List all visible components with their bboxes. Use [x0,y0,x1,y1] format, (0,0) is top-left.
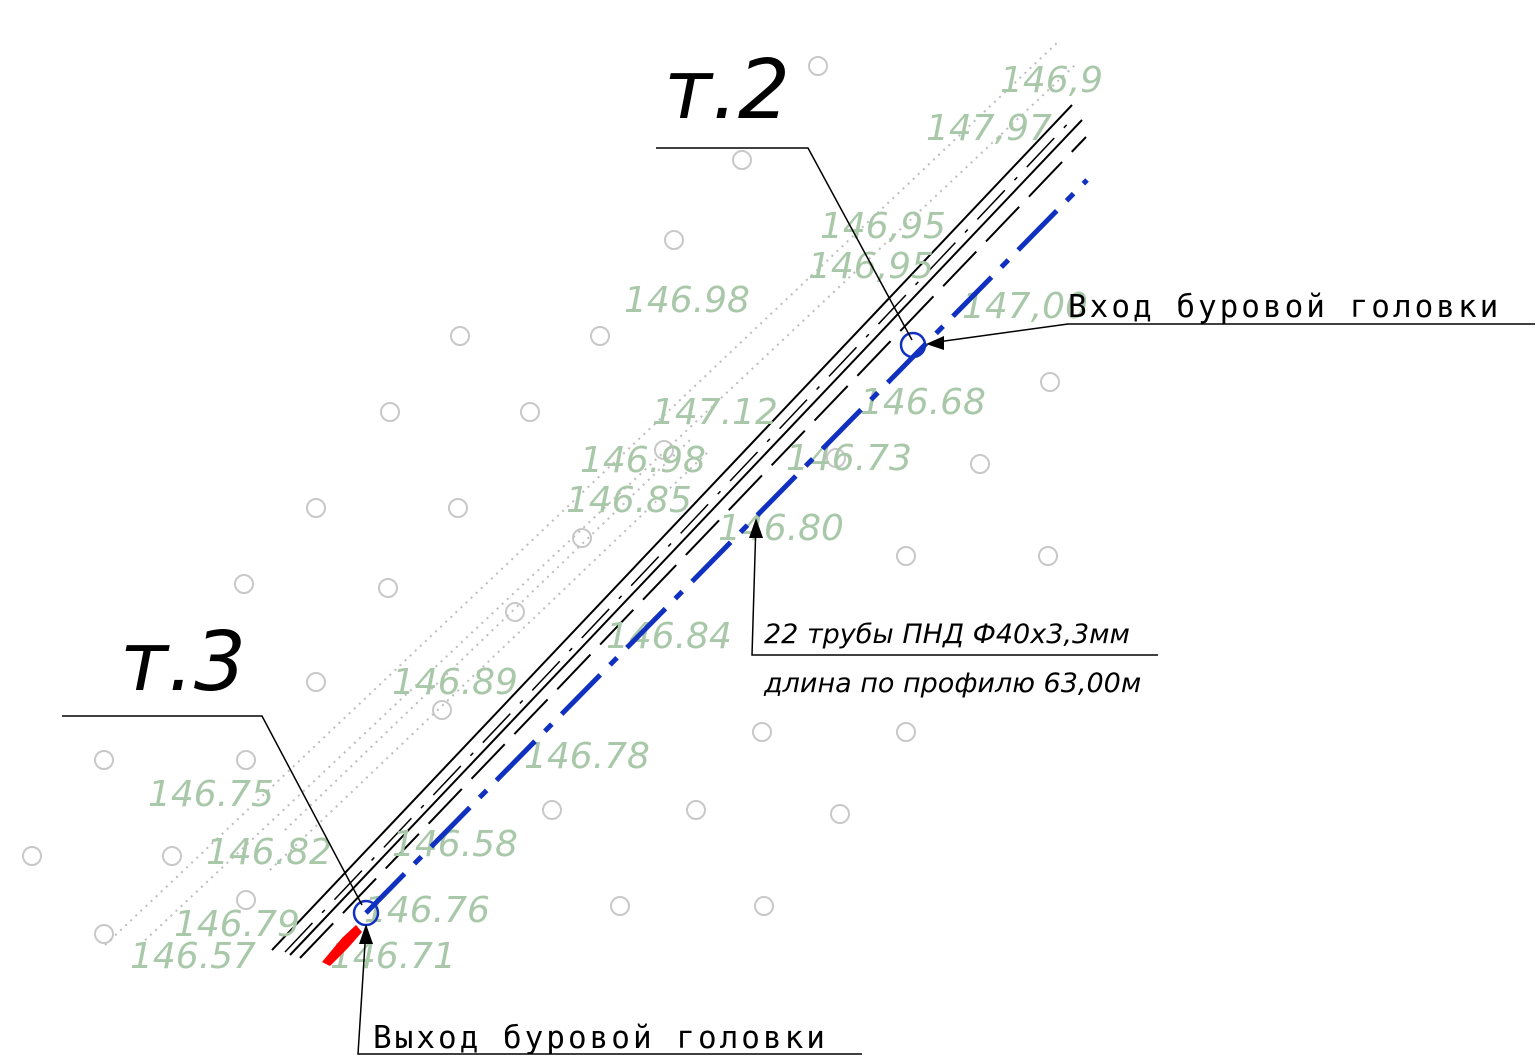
elevation-label: 146.89 [392,662,518,703]
elevation-label: 146,95 [808,246,934,287]
entry-point-circle [899,331,927,359]
point-label-t2: т.2 [664,43,790,138]
entry-callout-leader [929,323,1535,344]
pipe-note-leader [751,521,1158,656]
survey-circle [306,498,326,518]
elevation-label: 146.98 [580,440,706,481]
entry-arrowhead [926,336,944,350]
elevation-label: 146.80 [718,508,844,549]
exit-arrowhead [359,924,373,944]
survey-circle [1040,372,1060,392]
survey-circle [94,924,114,944]
survey-circle [826,448,846,468]
pipe-note-arrowhead [749,518,763,538]
survey-circle [830,804,850,824]
exit-marker-red [322,925,362,966]
survey-circle [752,722,772,742]
elevation-label: 146.73 [786,438,912,479]
elevation-label: 146.78 [524,736,650,777]
survey-circle [236,750,256,770]
elevation-label: 146.82 [206,832,332,873]
survey-circle [654,440,674,460]
elevation-label: 146.57 [130,936,256,977]
survey-circle [306,672,326,692]
survey-circle [610,896,630,916]
elevation-label: 147,00 [962,286,1088,327]
survey-circle [380,402,400,422]
survey-circle [1038,546,1058,566]
leader-t2 [656,147,913,341]
survey-circle [808,56,828,76]
elevation-label: 146.84 [606,616,732,657]
survey-point-markers [22,56,1060,944]
survey-circle [378,578,398,598]
elevation-label: 146.68 [860,382,986,423]
elevation-label: 146,9 [1000,60,1103,101]
survey-circle [234,574,254,594]
point-label-t3: т.3 [120,615,246,710]
elevation-label: 147,97 [926,108,1052,149]
survey-circle [432,700,452,720]
survey-circle [732,150,752,170]
pipe-note-line1: 22 трубы ПНД Ф40х3,3мм [764,619,1130,650]
exit-callout-text: Выход буровой головки [373,1020,828,1056]
elevation-label: 146.75 [148,774,274,815]
survey-circle [970,454,990,474]
trench-edge-lines [271,104,1087,959]
elevation-label: 147.12 [652,392,778,433]
survey-circle [450,326,470,346]
survey-circle [520,402,540,422]
survey-circle [664,230,684,250]
survey-circle [22,846,42,866]
survey-circle [542,800,562,820]
survey-circle [572,528,592,548]
entry-callout-text: Вход буровой головки [1068,289,1501,325]
elevation-label: 146.98 [624,280,750,321]
elevation-label: 146.85 [566,480,692,521]
leader-t3 [62,715,363,906]
elevation-label: 146,95 [820,206,946,247]
survey-circle [448,498,468,518]
survey-circle [896,546,916,566]
elevation-label: 146.79 [174,904,300,945]
survey-circle [94,750,114,770]
slope-edge-lines [104,39,1076,946]
survey-circle [236,890,256,910]
elevation-label: 146.58 [392,824,518,865]
exit-callout-leader [357,927,862,1055]
survey-circle [754,896,774,916]
pipe-note-line2: длина по профилю 63,00м [763,668,1141,699]
survey-circle [686,800,706,820]
survey-circle [896,722,916,742]
survey-circle [505,602,525,622]
survey-circle [590,326,610,346]
pipe-route [364,178,1089,915]
survey-circle [162,846,182,866]
